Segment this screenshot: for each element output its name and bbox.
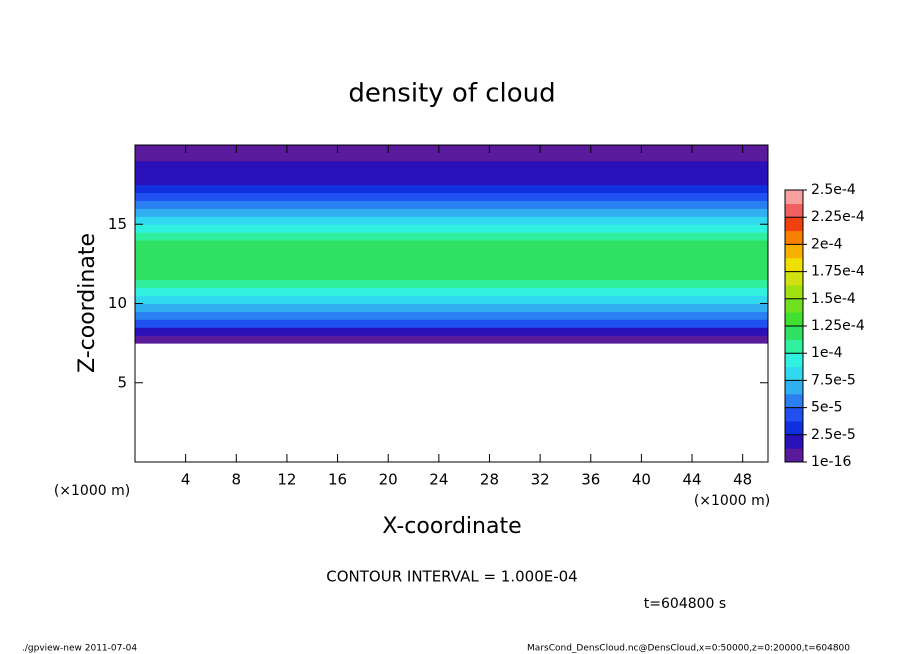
density-band — [135, 295, 768, 304]
x-tick-label: 8 — [232, 471, 242, 489]
colorbar-tick-label: 1e-16 — [811, 454, 851, 470]
colorbar-swatch — [785, 394, 803, 408]
colorbar-swatch — [785, 258, 803, 272]
density-band — [135, 335, 768, 344]
x-tick-label: 4 — [181, 471, 191, 489]
contour-annotation: CONTOUR INTERVAL = 1.000E-04 — [326, 568, 577, 586]
density-band — [135, 255, 768, 265]
density-band — [135, 192, 768, 201]
density-band — [135, 327, 768, 336]
colorbar-swatch — [785, 339, 803, 354]
colorbar-swatch — [785, 271, 803, 286]
y-axis-label: Z-coordinate — [75, 233, 100, 373]
colorbar-swatch — [785, 421, 803, 436]
colorbar-tick-label: 1.75e-4 — [811, 264, 865, 280]
density-band — [135, 232, 768, 241]
colorbar-swatch — [785, 203, 803, 218]
y-tick-label: 5 — [117, 373, 127, 391]
density-band — [135, 160, 768, 170]
y-tick-label: 10 — [108, 294, 127, 312]
x-tick-label: 36 — [581, 471, 600, 489]
density-band — [135, 216, 768, 225]
footer-left: ./gpview-new 2011-07-04 — [22, 644, 137, 654]
x-tick-label: 44 — [682, 471, 701, 489]
x-tick-label: 12 — [277, 471, 296, 489]
colorbar-swatch — [785, 312, 803, 327]
y-unit: (×1000 m) — [54, 483, 130, 499]
colorbar-swatch — [785, 434, 803, 449]
density-band — [135, 279, 768, 289]
density-band — [135, 152, 768, 162]
footer-right: MarsCond_DensCloud.nc@DensCloud,x=0:5000… — [527, 644, 850, 654]
chart-title: density of cloud — [348, 79, 555, 109]
x-tick-label: 40 — [632, 471, 651, 489]
colorbar-tick-label: 1.25e-4 — [811, 318, 865, 334]
density-band — [135, 145, 768, 154]
x-tick-label: 48 — [733, 471, 752, 489]
colorbar-swatch — [785, 366, 803, 381]
colorbar-tick-label: 7.5e-5 — [811, 372, 856, 388]
x-tick-label: 20 — [379, 471, 398, 489]
x-tick-label: 32 — [531, 471, 550, 489]
colorbar-swatch — [785, 448, 803, 463]
colorbar-swatch — [785, 285, 803, 300]
density-band — [135, 240, 768, 249]
x-tick-label: 16 — [328, 471, 347, 489]
colorbar-tick-label: 1.5e-4 — [811, 291, 856, 307]
density-band — [135, 248, 768, 257]
colorbar-tick-label: 2.25e-4 — [811, 209, 865, 225]
time-label: t=604800 s — [644, 596, 726, 612]
density-band — [135, 287, 768, 297]
density-band — [135, 271, 768, 281]
colorbar-swatch — [785, 230, 803, 245]
colorbar-swatch — [785, 298, 803, 313]
colorbar-tick-label: 5e-5 — [811, 400, 842, 416]
x-tick-label: 24 — [429, 471, 448, 489]
colorbar-swatch — [785, 380, 803, 395]
density-band — [135, 311, 768, 320]
density-band — [135, 208, 768, 217]
density-band — [135, 176, 768, 186]
x-axis-label: X-coordinate — [382, 514, 521, 539]
colorbar-swatch — [785, 190, 803, 204]
colorbar-tick-label: 2e-4 — [811, 236, 843, 252]
density-band — [135, 168, 768, 178]
colorbar-swatch — [785, 407, 803, 422]
colorbar-tick-label: 2.5e-5 — [811, 427, 856, 443]
x-unit: (×1000 m) — [694, 493, 770, 509]
colorbar-swatch — [785, 244, 803, 259]
y-tick-label: 15 — [108, 215, 127, 233]
density-band — [135, 224, 768, 233]
colorbar-swatch — [785, 326, 803, 340]
x-tick-label: 28 — [480, 471, 499, 489]
density-band — [135, 319, 768, 328]
colorbar-tick-label: 2.5e-4 — [811, 182, 856, 198]
density-band — [135, 184, 768, 194]
colorbar-tick-label: 1e-4 — [811, 345, 843, 361]
density-band — [135, 200, 768, 209]
density-band — [135, 263, 768, 273]
colorbar-swatch — [785, 217, 803, 232]
colorbar-swatch — [785, 353, 803, 368]
density-band — [135, 303, 768, 312]
